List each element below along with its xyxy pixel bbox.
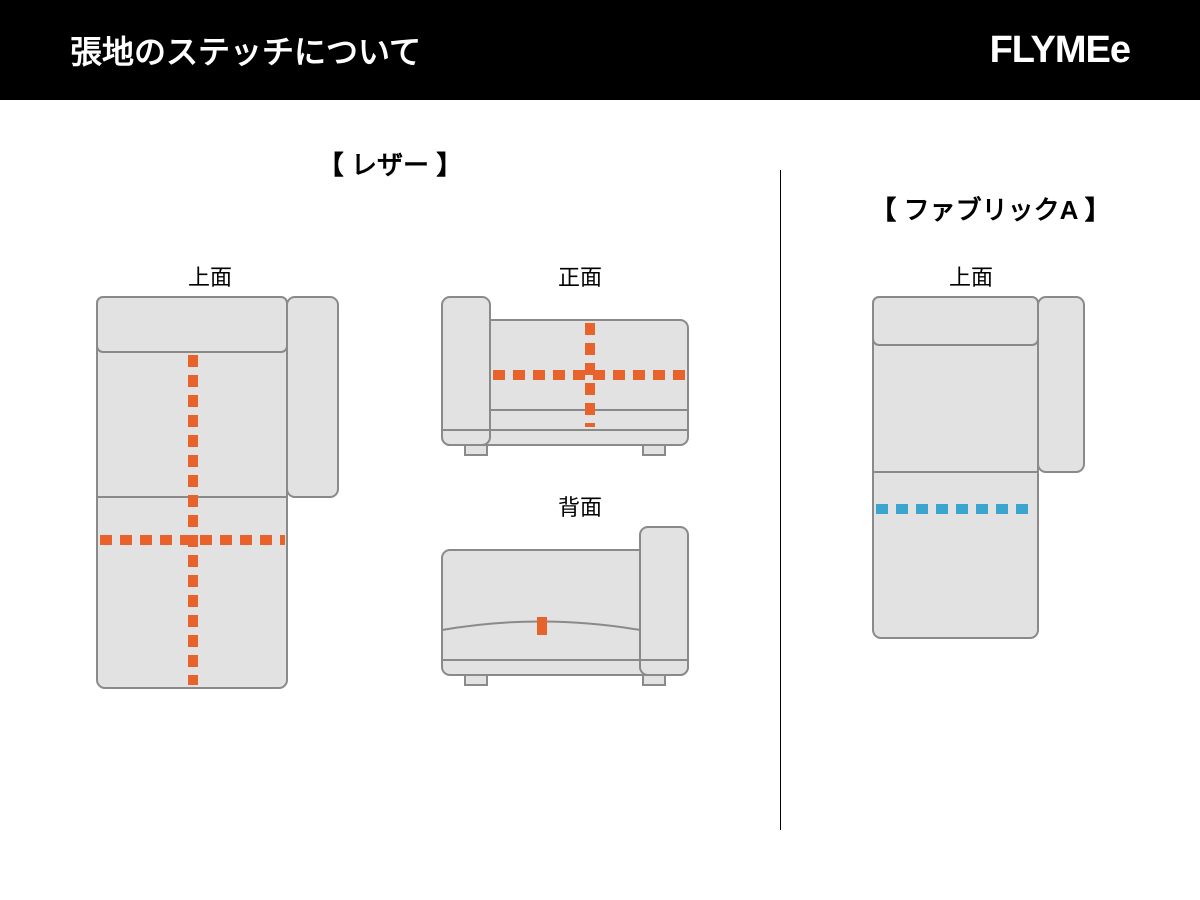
- leather-top-label: 上面: [160, 260, 260, 292]
- leather-front-view: [440, 295, 690, 460]
- fabric-a-section: 【 ファブリックA 】 上面: [780, 170, 1200, 830]
- leather-top-svg: [95, 295, 340, 690]
- leather-section-title: 【 レザー 】: [0, 100, 780, 182]
- page-title: 張地のステッチについて: [70, 27, 421, 73]
- fabric-a-top-view: [871, 295, 1086, 640]
- leather-top-view: [95, 295, 340, 690]
- leather-back-label: 背面: [530, 490, 630, 522]
- leather-front-svg: [440, 295, 690, 460]
- leather-back-view: [440, 525, 690, 690]
- content-area: 【 レザー 】 上面 正面: [0, 100, 1200, 900]
- leather-section: 【 レザー 】 上面 正面: [0, 100, 780, 900]
- leather-back-svg: [440, 525, 690, 690]
- header: 張地のステッチについて FLYMEe: [0, 0, 1200, 100]
- fabric-a-top-label: 上面: [921, 260, 1021, 292]
- fabric-a-section-title: 【 ファブリックA 】: [781, 145, 1200, 227]
- brand-logo: FLYMEe: [990, 29, 1130, 72]
- leather-front-label: 正面: [530, 260, 630, 292]
- fabric-a-top-svg: [871, 295, 1086, 640]
